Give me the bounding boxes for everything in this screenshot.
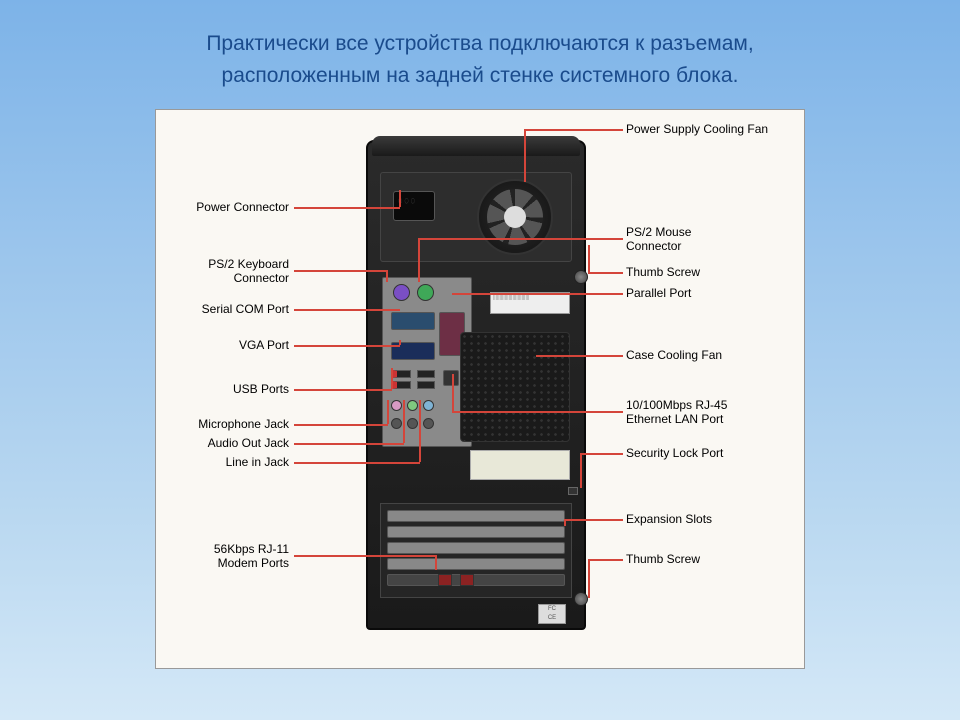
slot-2 [387, 526, 565, 538]
security-lock [568, 487, 578, 495]
label-right-8: Thumb Screw [626, 552, 700, 566]
label-left-6: Audio Out Jack [208, 436, 289, 450]
leader-left-1 [294, 270, 387, 272]
label-left-0: Power Connector [196, 200, 289, 214]
usb-port-4 [417, 381, 435, 389]
vleader-right-8 [588, 559, 590, 598]
label-left-3: VGA Port [239, 338, 289, 352]
vleader-left-6 [403, 400, 405, 443]
psu-area [380, 172, 572, 262]
leader-right-5 [452, 411, 623, 413]
leader-right-7 [564, 519, 623, 521]
modem-port-1 [438, 574, 452, 586]
vleader-right-1 [418, 238, 420, 282]
cert-sticker: FCCE [538, 604, 566, 624]
modem-port-2 [460, 574, 474, 586]
line-in-jack [423, 400, 434, 411]
leader-left-2 [294, 309, 400, 311]
slot-1 [387, 510, 565, 522]
audio-jack-6 [423, 418, 434, 429]
label-right-0: Power Supply Cooling Fan [626, 122, 768, 136]
vleader-left-3 [399, 340, 401, 345]
title-line-1: Практически все устройства подключаются … [40, 28, 920, 60]
label-left-5: Microphone Jack [198, 417, 289, 431]
label-right-7: Expansion Slots [626, 512, 712, 526]
audio-out-jack [407, 400, 418, 411]
slot-3 [387, 542, 565, 554]
label-right-3: Parallel Port [626, 286, 691, 300]
expansion-area [380, 503, 572, 598]
vleader-left-1 [386, 270, 388, 282]
slot-5 [387, 574, 565, 586]
spec-sticker [470, 450, 570, 480]
serial-sticker: |||||||||||||||||||||||||||| [490, 292, 570, 314]
serial-port [391, 312, 435, 330]
title-line-2: расположенным на задней стенке системног… [40, 60, 920, 92]
leader-left-3 [294, 345, 400, 347]
vleader-right-5 [452, 374, 454, 411]
thumb-screw-bottom [574, 592, 588, 606]
vleader-left-0 [399, 190, 401, 207]
label-right-1: PS/2 MouseConnector [626, 225, 691, 254]
audio-jack-4 [391, 418, 402, 429]
leader-left-6 [294, 443, 404, 445]
leader-right-3 [452, 293, 623, 295]
vleader-right-0 [524, 129, 526, 182]
leader-right-6 [580, 453, 623, 455]
vleader-left-7 [419, 400, 421, 462]
label-left-8: 56Kbps RJ-11Modem Ports [214, 542, 289, 571]
vleader-left-4 [391, 368, 393, 389]
psu-fan [477, 179, 553, 255]
ps2-keyboard [393, 284, 410, 301]
label-left-1: PS/2 KeyboardConnector [208, 257, 289, 286]
leader-right-1 [418, 238, 623, 240]
computer-tower: |||||||||||||||||||||||||||| FCCE [366, 140, 586, 630]
leader-left-7 [294, 462, 420, 464]
label-right-4: Case Cooling Fan [626, 348, 722, 362]
label-right-5: 10/100Mbps RJ-45Ethernet LAN Port [626, 398, 727, 427]
leader-left-5 [294, 424, 388, 426]
rj45-port [443, 370, 459, 386]
mic-jack [391, 400, 402, 411]
vleader-right-2 [588, 245, 590, 272]
label-left-7: Line in Jack [226, 455, 289, 469]
usb-port-2 [393, 381, 411, 389]
pc-back-diagram: |||||||||||||||||||||||||||| FCCE Power … [155, 109, 805, 669]
thumb-screw-top [574, 270, 588, 284]
leader-right-2 [588, 272, 623, 274]
tower-top [372, 136, 580, 156]
case-fan [460, 332, 570, 442]
leader-left-8 [294, 555, 436, 557]
label-left-2: Serial COM Port [202, 302, 289, 316]
vleader-left-8 [435, 555, 437, 570]
audio-jack-5 [407, 418, 418, 429]
leader-left-0 [294, 207, 400, 209]
usb-port-1 [393, 370, 411, 378]
vleader-left-5 [387, 400, 389, 424]
leader-right-8 [588, 559, 623, 561]
leader-left-4 [294, 389, 392, 391]
ps2-mouse [417, 284, 434, 301]
leader-right-4 [536, 355, 623, 357]
label-right-2: Thumb Screw [626, 265, 700, 279]
leader-right-0 [524, 129, 623, 131]
slot-4 [387, 558, 565, 570]
usb-port-3 [417, 370, 435, 378]
vleader-right-6 [580, 453, 582, 488]
label-right-6: Security Lock Port [626, 446, 723, 460]
vleader-right-7 [564, 519, 566, 526]
label-left-4: USB Ports [233, 382, 289, 396]
io-panel [382, 277, 472, 447]
